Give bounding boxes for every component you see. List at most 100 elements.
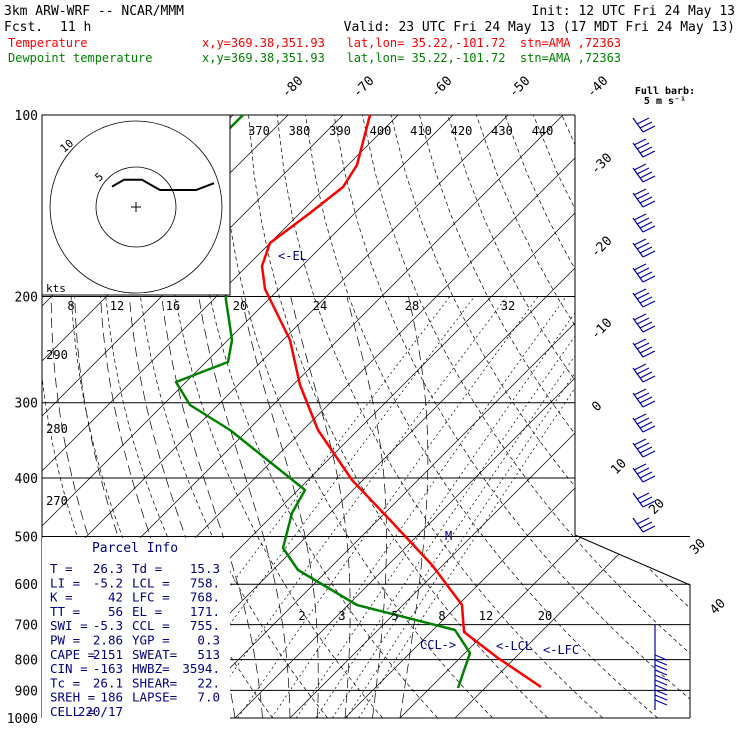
moist-adiabat	[346, 296, 387, 718]
hodograph: 5 10 kts	[41, 114, 231, 296]
legend-dewpoint: Dewpoint temperature	[8, 51, 153, 65]
isotherm	[42, 115, 399, 718]
mixing-label: 28	[405, 299, 419, 313]
isotherm	[454, 115, 690, 718]
low-level-barb	[654, 679, 668, 686]
wind-barb	[632, 138, 656, 158]
wind-barb	[632, 363, 656, 383]
level-marker: CCL->	[420, 638, 456, 652]
isotherm-label: -40	[584, 74, 611, 101]
mixing-label: 20	[233, 299, 247, 313]
moist-adiabat	[198, 296, 291, 718]
parcel-value: CAPE =	[50, 647, 95, 662]
isotherm-label: 40	[707, 596, 729, 618]
parcel-value: T =	[50, 561, 73, 576]
low-level-barb	[654, 684, 668, 691]
isotherm-label: -20	[588, 234, 615, 261]
dry-adiabat	[219, 115, 493, 718]
pressure-label-800: 800	[15, 654, 38, 669]
dry-adiabat	[191, 115, 438, 718]
low-level-barb	[654, 664, 668, 671]
wind-barb	[632, 263, 656, 283]
right-axis	[574, 115, 691, 718]
isotherm	[399, 115, 690, 718]
low-level-barb	[654, 689, 668, 696]
isotherm	[42, 115, 454, 718]
pressure-label-300: 300	[15, 397, 38, 412]
parcel-value: CELL =	[50, 704, 95, 719]
parcel-value: LFC =	[132, 590, 170, 605]
wind-barbs	[632, 117, 668, 710]
parcel-value: 22.	[197, 675, 220, 690]
pressure-label-1000: 1000	[7, 712, 38, 727]
legend-temperature-info: x,y=369.38,351.93 lat,lon= 35.22,-101.72…	[202, 36, 621, 50]
low-level-barb	[654, 669, 668, 676]
dry-adiabat	[618, 115, 690, 718]
hodograph-trace	[111, 178, 215, 191]
low-level-barb	[654, 674, 668, 681]
parcel-value: CCL =	[132, 618, 170, 633]
level-marker: <-LCL	[496, 639, 532, 653]
init-time: Init: 12 UTC Fri 24 May 13	[532, 4, 736, 19]
parcel-value: 0.3	[197, 633, 220, 648]
parcel-value: 2.86	[93, 633, 123, 648]
isotherm-label: -60	[428, 74, 455, 101]
mixing-label-low: 2	[298, 609, 305, 623]
parcel-value: SWEAT=	[132, 647, 177, 662]
mixing-ratio-8	[237, 296, 539, 718]
wind-barb	[632, 288, 656, 308]
parcel-value: TT =	[50, 604, 80, 619]
barb-key-value: 5 m s⁻¹	[644, 96, 686, 107]
dry-adiabat	[589, 115, 690, 718]
dry-adiabat	[419, 115, 690, 718]
wind-barb	[632, 213, 656, 233]
isotherm-label: 20	[646, 496, 668, 518]
theta-label: 420	[451, 124, 473, 138]
parcel-value: 26.3	[93, 561, 123, 576]
moist-adiabat	[161, 296, 263, 718]
parcel-value: 220/17	[78, 704, 123, 719]
theta-label: 380	[289, 124, 311, 138]
parcel-value: 2151	[93, 647, 123, 662]
dry-adiabat	[162, 115, 383, 718]
parcel-value: -163	[93, 661, 123, 676]
parcel-value: SHEAR=	[132, 675, 177, 690]
wind-barb	[632, 517, 656, 533]
mixing-label: 24	[313, 299, 327, 313]
wind-barb	[632, 163, 656, 183]
parcel-value: -5.2	[93, 575, 123, 590]
hodo-unit: kts	[46, 282, 66, 295]
isotherm-label: -10	[588, 316, 615, 343]
parcel-value: 15.3	[190, 561, 220, 576]
parcel-value: YGP =	[132, 633, 170, 648]
mixing-ratio-28	[346, 296, 629, 718]
parcel-value: SWI =	[50, 618, 88, 633]
parcel-info-rows: T = 26.3 Td = 15.3 LI = -5.2 LCL = 758. K = 42 LFC…	[50, 561, 220, 719]
parcel-value: LAPSE=	[132, 690, 177, 705]
pressure-label-700: 700	[15, 619, 38, 634]
temperature-line	[260, 114, 542, 689]
parcel-value: CIN =	[50, 661, 88, 676]
wind-barb	[632, 492, 656, 508]
pressure-label-200: 200	[15, 291, 38, 306]
mixing-ratio-20	[315, 296, 604, 718]
dry-adiabat	[305, 115, 658, 718]
wind-barb	[632, 388, 656, 408]
valid-time: Valid: 23 UTC Fri 24 May 13 (17 MDT Fri …	[344, 20, 735, 35]
mixing-label-low: 12	[479, 609, 493, 623]
wind-barb	[632, 313, 656, 333]
level-marker: <-LFC	[543, 643, 579, 657]
isotherm-label: -70	[350, 74, 377, 101]
low-level-barb	[654, 654, 668, 661]
parcel-value: 513	[197, 647, 220, 662]
dry-adiabat	[561, 115, 690, 718]
mixing-label: 12	[110, 299, 124, 313]
pressure-label-500: 500	[15, 530, 38, 545]
parcel-value: 26.1	[93, 675, 123, 690]
wind-barb	[632, 438, 656, 458]
pressure-label-400: 400	[15, 472, 38, 487]
parcel-value: PW =	[50, 633, 80, 648]
parcel-value: -5.3	[93, 618, 123, 633]
parcel-value: 42	[108, 590, 123, 605]
